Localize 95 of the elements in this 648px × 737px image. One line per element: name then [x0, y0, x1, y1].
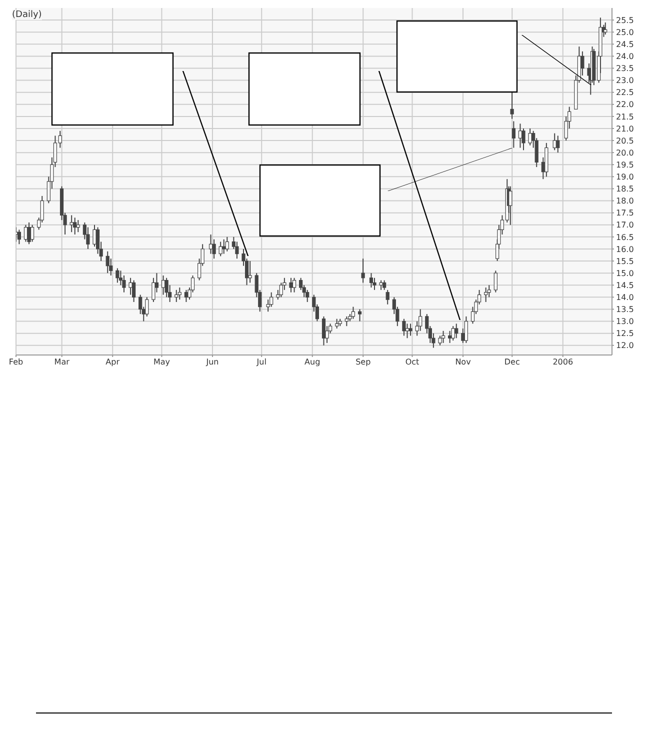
candlestick — [512, 120, 516, 148]
y-tick-label: 12.5 — [616, 329, 634, 338]
candlestick — [30, 224, 34, 242]
candlestick — [235, 241, 239, 260]
y-tick-label: 21.5 — [616, 112, 634, 122]
x-tick-label: Mar — [54, 358, 70, 367]
y-tick-label: 24.0 — [616, 52, 634, 62]
y-tick-label: 22.5 — [616, 88, 634, 98]
candlestick — [218, 241, 222, 257]
x-tick-label: Feb — [8, 358, 24, 367]
x-tick-label: Dec — [504, 358, 520, 367]
candlestick — [306, 289, 310, 302]
candlestick — [212, 238, 216, 260]
candlestick — [174, 289, 178, 302]
candlestick — [464, 316, 468, 344]
candlestick — [361, 258, 365, 284]
candlestick — [122, 274, 126, 293]
candlestick — [289, 277, 293, 293]
y-tick-label: 13.5 — [616, 305, 634, 314]
y-tick-label: 19.0 — [616, 172, 634, 182]
y-tick-label: 18.0 — [616, 196, 634, 206]
y-tick-label: 21.0 — [616, 124, 634, 134]
candlestick — [454, 323, 458, 339]
x-tick-label: Aug — [304, 358, 320, 367]
x-tick-label: May — [153, 358, 170, 367]
x-tick-label: Sep — [356, 358, 371, 367]
candlestick — [222, 238, 226, 254]
candlestick — [322, 316, 326, 346]
y-tick-label: 23.0 — [616, 76, 634, 86]
candlestick — [152, 277, 156, 302]
candlestick — [487, 284, 491, 298]
y-tick-label: 17.5 — [616, 208, 634, 218]
y-tick-label: 20.0 — [616, 148, 634, 158]
candlestick — [379, 280, 383, 290]
candlestick — [92, 224, 96, 248]
candlestick — [408, 323, 412, 336]
y-tick-label: 18.5 — [616, 184, 634, 194]
candlestick — [76, 220, 80, 233]
x-tick-label: Oct — [405, 358, 420, 367]
candlestick — [106, 250, 110, 274]
candlestick — [418, 308, 422, 332]
y-tick-label: 13.0 — [616, 317, 634, 326]
candlestick — [510, 92, 514, 120]
y-tick-label: 23.5 — [616, 64, 634, 74]
candlestick — [116, 268, 120, 284]
candlestick — [178, 287, 182, 300]
candlestick — [369, 272, 374, 288]
candlestick — [335, 318, 339, 329]
candlestick — [402, 318, 406, 336]
candlestick — [386, 289, 390, 305]
candlestick — [438, 335, 442, 346]
x-tick-label: Nov — [455, 358, 472, 367]
candlestick — [556, 135, 560, 154]
y-tick-label: 22.0 — [616, 100, 634, 110]
y-tick-label: 19.5 — [616, 160, 634, 170]
candlestick — [372, 277, 376, 290]
candlestick — [164, 277, 168, 298]
x-tick-label: Apr — [106, 358, 120, 367]
y-tick-label: 14.5 — [616, 280, 634, 290]
y-tick-label: 12.0 — [616, 341, 634, 350]
y-tick-label: 25.0 — [616, 28, 634, 37]
y-tick-label: 17.0 — [616, 220, 634, 230]
y-tick-label: 14.0 — [616, 293, 634, 302]
x-tick-label: Jul — [256, 358, 266, 367]
candlestick — [344, 316, 348, 327]
candlestick — [225, 236, 229, 252]
y-tick-label: 16.5 — [616, 232, 634, 242]
x-tick-label: Jun — [205, 358, 219, 367]
candlestick — [292, 277, 296, 293]
candlestick — [128, 277, 132, 296]
candlestick — [451, 326, 455, 342]
y-tick-label: 16.0 — [616, 244, 634, 254]
candlestick — [358, 308, 362, 322]
candlestick — [484, 287, 488, 302]
y-tick-label: 20.5 — [616, 136, 634, 146]
candlestick — [248, 260, 252, 284]
candlestick — [522, 128, 526, 151]
candlestick — [382, 280, 386, 290]
y-tick-label: 15.5 — [616, 256, 634, 266]
candlestick — [132, 280, 136, 302]
candlestick — [351, 306, 356, 320]
y-tick-label: 24.5 — [616, 40, 634, 49]
x-tick-label: 2006 — [552, 358, 574, 367]
y-tick-label: 15.0 — [616, 268, 634, 278]
candlestick — [86, 226, 90, 250]
y-tick-label: 25.5 — [616, 16, 634, 25]
candlestick — [448, 330, 452, 344]
chart-title: (Daily) — [12, 10, 42, 20]
candlestick — [441, 330, 446, 344]
candlestick — [528, 128, 532, 146]
candlestick — [27, 222, 31, 245]
candlestick — [494, 270, 498, 293]
candlestick — [279, 282, 283, 298]
candlestick — [73, 217, 77, 236]
candlestick — [270, 292, 274, 308]
